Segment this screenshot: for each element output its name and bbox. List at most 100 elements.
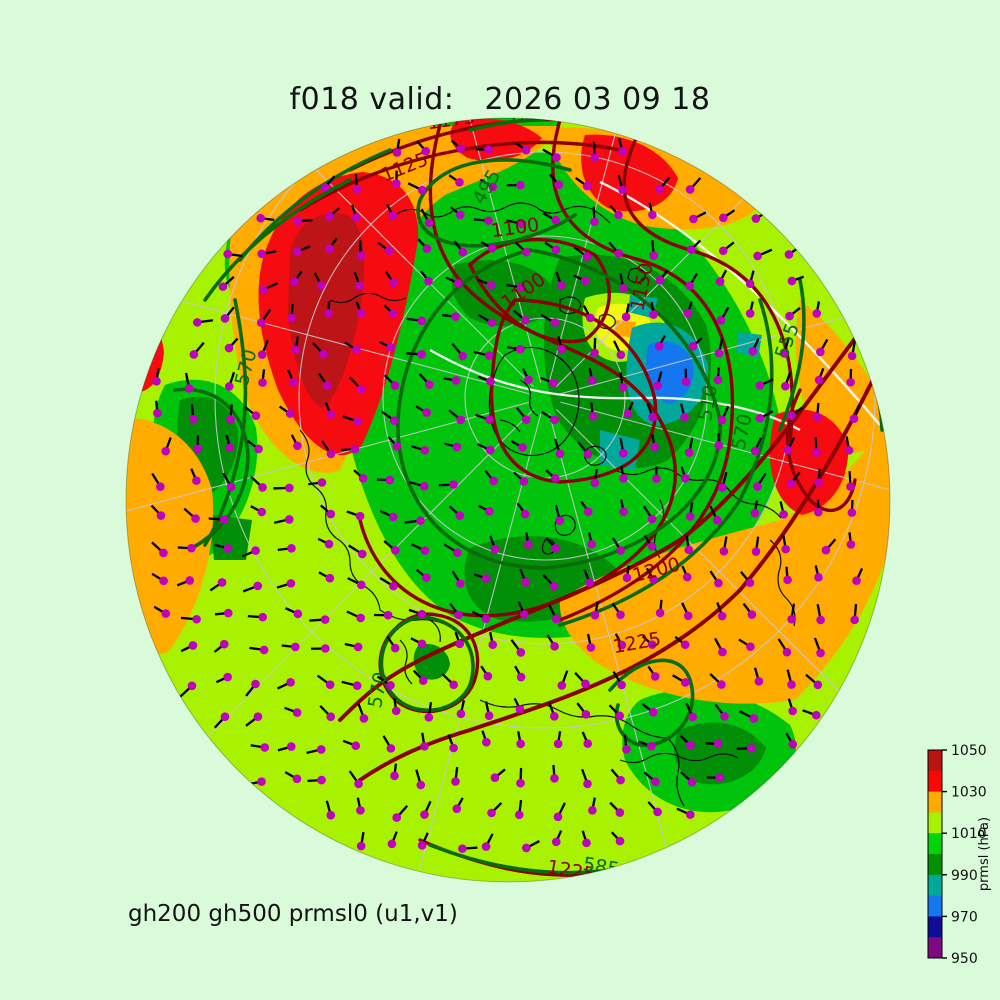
wind-dot	[717, 611, 727, 621]
wind-dot	[484, 145, 493, 155]
wind-dot	[289, 377, 298, 387]
wind-dot	[821, 545, 831, 555]
wind-dot	[582, 838, 591, 848]
wind-dot	[788, 706, 797, 716]
wind-dot	[220, 314, 230, 323]
wind-dot	[487, 318, 497, 327]
wind-dot	[456, 709, 466, 719]
wind-dot	[581, 710, 591, 719]
wind-dot	[650, 442, 659, 452]
wind-dot	[383, 610, 393, 620]
wind-dot	[619, 507, 628, 516]
wind-dot	[750, 446, 760, 456]
wind-dot	[521, 145, 531, 155]
wind-dot	[648, 210, 657, 220]
colorbar-tick-label: 990	[951, 868, 978, 884]
wind-dot	[351, 741, 361, 751]
wind-dot	[846, 540, 856, 549]
wind-dot	[754, 677, 764, 686]
wind-dot	[746, 743, 756, 753]
wind-dot	[251, 546, 260, 555]
wind-dot	[718, 246, 728, 256]
wind-dot	[287, 313, 297, 323]
wind-dot	[219, 639, 229, 649]
wind-dot	[391, 546, 400, 555]
wind-dot	[253, 581, 263, 591]
wind-dot	[646, 741, 656, 751]
wind-dot	[285, 483, 294, 493]
wind-dot	[816, 347, 825, 357]
wind-dot	[516, 672, 526, 682]
wind-dot	[552, 153, 561, 162]
wind-dot	[515, 704, 525, 714]
wind-dot	[481, 614, 491, 624]
wind-dot	[783, 445, 793, 455]
wind-dot	[353, 417, 363, 426]
wind-dot	[618, 185, 627, 195]
wind-dot	[686, 810, 695, 819]
wind-dot	[582, 181, 592, 191]
wind-dot	[217, 578, 227, 587]
wind-dot	[449, 680, 458, 690]
wind-dot	[550, 773, 559, 783]
wind-dot	[392, 148, 402, 157]
wind-dot	[223, 672, 232, 682]
wind-dot	[353, 642, 363, 652]
wind-dot	[621, 312, 631, 322]
wind-dot	[392, 442, 402, 451]
wind-dot	[716, 315, 726, 325]
wind-dot	[590, 478, 600, 488]
wind-dot	[785, 311, 794, 321]
wind-dot	[745, 279, 755, 288]
wind-dot	[615, 808, 625, 817]
wind-dot	[519, 610, 529, 619]
wind-dot	[648, 707, 658, 717]
wind-dot	[787, 411, 796, 420]
wind-dot	[844, 446, 854, 455]
wind-dot	[719, 546, 729, 556]
colorbar: 1050 1030 1010 990 970 950 prmsl (hPa)	[927, 743, 992, 967]
wind-dot	[522, 247, 531, 257]
wind-dot	[484, 506, 494, 516]
wind-dot	[484, 216, 493, 225]
wind-dot	[652, 474, 661, 483]
wind-dot	[284, 515, 294, 524]
wind-dot	[755, 381, 765, 390]
wind-dot	[358, 474, 368, 483]
wind-dot	[326, 410, 336, 419]
wind-dot	[713, 739, 723, 749]
wind-dot	[747, 610, 757, 619]
wind-dot	[286, 742, 296, 751]
wind-dot	[325, 680, 335, 690]
wind-dot	[152, 377, 161, 386]
wind-dot	[420, 446, 430, 455]
wind-dot	[680, 640, 690, 649]
wind-dot	[392, 179, 401, 188]
wind-dot	[681, 473, 690, 483]
wind-dot	[287, 543, 296, 553]
wind-dot	[386, 681, 395, 690]
wind-dot	[420, 810, 429, 819]
wind-dot	[847, 351, 857, 361]
wind-dot	[715, 277, 725, 286]
wind-dot	[484, 711, 494, 721]
wind-dot	[389, 278, 398, 287]
wind-dot	[417, 350, 426, 359]
wind-dot	[524, 375, 533, 385]
wind-dot	[355, 511, 365, 521]
colorbar-segment	[928, 770, 942, 793]
wind-dot	[585, 578, 595, 587]
wind-dot	[688, 341, 698, 351]
wind-dot	[419, 482, 429, 491]
wind-dot	[516, 283, 526, 292]
colorbar-frame	[927, 749, 943, 959]
wind-dot	[352, 681, 362, 690]
wind-dot	[514, 810, 524, 820]
wind-dot	[751, 214, 761, 223]
wind-dot	[417, 840, 427, 850]
graticule-meridian	[191, 408, 535, 753]
colorbar-segment	[928, 916, 942, 938]
wind-dot	[550, 712, 559, 721]
wind-dot	[812, 412, 822, 422]
wind-dot	[551, 215, 560, 225]
